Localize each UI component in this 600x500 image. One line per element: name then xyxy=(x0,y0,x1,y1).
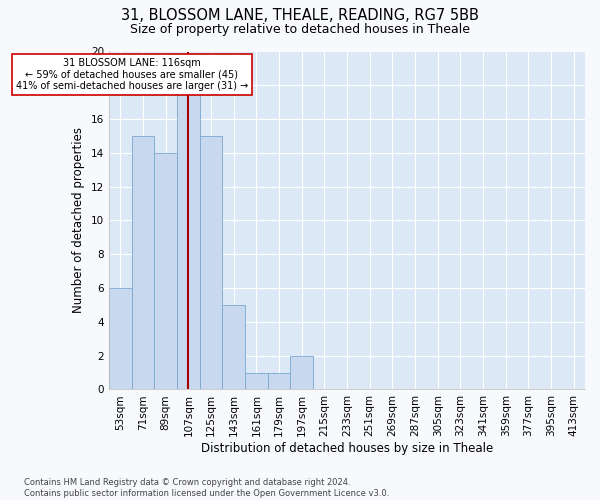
Bar xyxy=(268,372,290,390)
Bar xyxy=(223,305,245,390)
Text: Size of property relative to detached houses in Theale: Size of property relative to detached ho… xyxy=(130,22,470,36)
Bar xyxy=(245,372,268,390)
Y-axis label: Number of detached properties: Number of detached properties xyxy=(73,128,85,314)
Text: 31 BLOSSOM LANE: 116sqm
← 59% of detached houses are smaller (45)
41% of semi-de: 31 BLOSSOM LANE: 116sqm ← 59% of detache… xyxy=(16,58,248,92)
X-axis label: Distribution of detached houses by size in Theale: Distribution of detached houses by size … xyxy=(201,442,493,455)
Bar xyxy=(290,356,313,390)
Bar xyxy=(154,153,177,390)
Text: 31, BLOSSOM LANE, THEALE, READING, RG7 5BB: 31, BLOSSOM LANE, THEALE, READING, RG7 5… xyxy=(121,8,479,22)
Text: Contains HM Land Registry data © Crown copyright and database right 2024.
Contai: Contains HM Land Registry data © Crown c… xyxy=(24,478,389,498)
Bar xyxy=(200,136,223,390)
Bar xyxy=(131,136,154,390)
Bar xyxy=(109,288,131,390)
Bar xyxy=(177,86,200,390)
